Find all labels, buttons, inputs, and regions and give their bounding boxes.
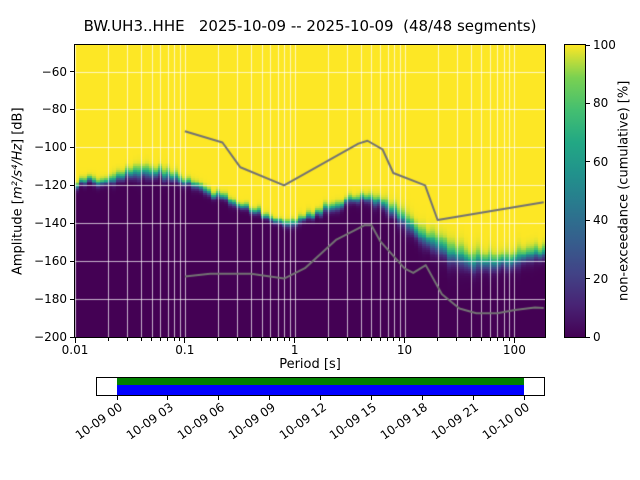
x-tick-mark bbox=[294, 338, 296, 343]
ppsd-heatmap-canvas bbox=[75, 45, 545, 337]
x-minor-tick-mark bbox=[107, 338, 109, 341]
y-tick-label: −140 bbox=[34, 216, 67, 231]
x-tick-label: 1 bbox=[290, 343, 299, 357]
x-minor-tick-mark bbox=[437, 338, 439, 341]
colorbar-tick-label: 100 bbox=[593, 38, 616, 52]
colorbar-tick-mark bbox=[586, 102, 590, 104]
x-tick-mark bbox=[184, 338, 186, 343]
colorbar-tick-mark bbox=[586, 336, 590, 338]
x-minor-tick-mark bbox=[399, 338, 400, 341]
colorbar-tick-label: 0 bbox=[593, 330, 601, 344]
timeline-tick-mark bbox=[472, 396, 474, 400]
x-minor-tick-mark bbox=[140, 338, 142, 341]
x-minor-tick-mark bbox=[393, 338, 395, 341]
colorbar-tick-label: 80 bbox=[593, 96, 609, 111]
y-tick-mark bbox=[70, 108, 75, 110]
x-minor-tick-mark bbox=[236, 338, 238, 341]
figure-title: BW.UH3..HHE 2025-10-09 -- 2025-10-09 (48… bbox=[83, 17, 537, 35]
y-tick-label: −80 bbox=[41, 102, 67, 117]
x-minor-tick-mark bbox=[151, 338, 153, 341]
colorbar-gradient bbox=[565, 45, 585, 337]
x-minor-tick-mark bbox=[508, 338, 510, 341]
x-minor-tick-mark bbox=[217, 338, 219, 341]
x-minor-tick-mark bbox=[489, 338, 491, 341]
colorbar bbox=[564, 44, 586, 338]
x-minor-tick-mark bbox=[167, 338, 169, 341]
x-minor-tick-mark bbox=[269, 338, 271, 341]
timeline-tick-mark bbox=[320, 396, 321, 400]
x-minor-tick-mark bbox=[346, 338, 348, 341]
y-tick-label: −60 bbox=[41, 64, 67, 79]
timeline-tick-mark bbox=[523, 396, 525, 400]
ppsd-plot-area bbox=[74, 44, 546, 338]
x-minor-tick-mark bbox=[503, 338, 505, 341]
y-tick-label: −160 bbox=[34, 254, 67, 269]
timeline-coverage-bottom-stripe bbox=[117, 385, 524, 395]
timeline-tick-mark bbox=[167, 396, 169, 400]
x-minor-tick-mark bbox=[480, 338, 482, 341]
x-minor-tick-mark bbox=[289, 338, 291, 341]
y-tick-label: −100 bbox=[34, 140, 67, 155]
y-tick-mark bbox=[70, 222, 75, 224]
x-minor-tick-mark bbox=[261, 338, 263, 341]
x-minor-tick-mark bbox=[179, 338, 181, 341]
x-tick-label: 0.01 bbox=[61, 343, 89, 357]
x-minor-tick-mark bbox=[370, 338, 372, 341]
timeline-coverage-bar bbox=[96, 377, 545, 396]
y-tick-label: −120 bbox=[34, 178, 67, 193]
x-minor-tick-mark bbox=[159, 338, 161, 341]
colorbar-tick-mark bbox=[586, 161, 590, 163]
x-minor-tick-mark bbox=[470, 338, 472, 341]
colorbar-tick-label: 60 bbox=[593, 154, 609, 169]
x-minor-tick-mark bbox=[126, 338, 128, 341]
timeline-tick-mark bbox=[370, 396, 372, 400]
x-axis-label: Period [s] bbox=[279, 357, 341, 372]
timeline-tick-mark bbox=[218, 396, 220, 400]
x-minor-tick-mark bbox=[173, 338, 175, 341]
colorbar-tick-mark bbox=[586, 219, 590, 221]
y-tick-label: −200 bbox=[34, 330, 67, 344]
y-tick-mark bbox=[70, 336, 75, 338]
x-minor-tick-mark bbox=[496, 338, 498, 341]
y-tick-mark bbox=[70, 71, 75, 73]
y-tick-label: −180 bbox=[34, 292, 67, 307]
x-tick-mark bbox=[404, 338, 406, 343]
y-tick-mark bbox=[70, 146, 75, 148]
x-tick-mark bbox=[74, 338, 76, 343]
x-tick-label: 0.1 bbox=[175, 343, 195, 357]
timeline-tick-mark bbox=[269, 396, 271, 400]
colorbar-tick-label: 40 bbox=[593, 213, 609, 228]
colorbar-tick-mark bbox=[586, 278, 590, 280]
x-minor-tick-mark bbox=[283, 338, 285, 341]
x-minor-tick-mark bbox=[277, 338, 279, 341]
colorbar-label: non-exceedance (cumulative) [%] bbox=[616, 80, 632, 302]
y-tick-mark bbox=[70, 298, 75, 300]
x-minor-tick-mark bbox=[327, 338, 329, 341]
x-minor-tick-mark bbox=[379, 338, 381, 341]
x-minor-tick-mark bbox=[250, 338, 252, 341]
timeline-coverage-top-stripe bbox=[117, 378, 524, 385]
colorbar-tick-label: 20 bbox=[593, 271, 609, 286]
y-tick-mark bbox=[70, 260, 75, 262]
timeline-tick-mark bbox=[421, 396, 423, 400]
colorbar-tick-mark bbox=[586, 44, 590, 46]
x-tick-mark bbox=[513, 338, 515, 343]
x-tick-label: 100 bbox=[502, 343, 526, 357]
x-minor-tick-mark bbox=[387, 338, 389, 341]
x-tick-label: 10 bbox=[396, 343, 413, 357]
x-minor-tick-mark bbox=[360, 338, 362, 341]
timeline-tick-mark bbox=[116, 396, 118, 400]
x-minor-tick-mark bbox=[456, 338, 458, 341]
y-tick-mark bbox=[70, 184, 75, 186]
